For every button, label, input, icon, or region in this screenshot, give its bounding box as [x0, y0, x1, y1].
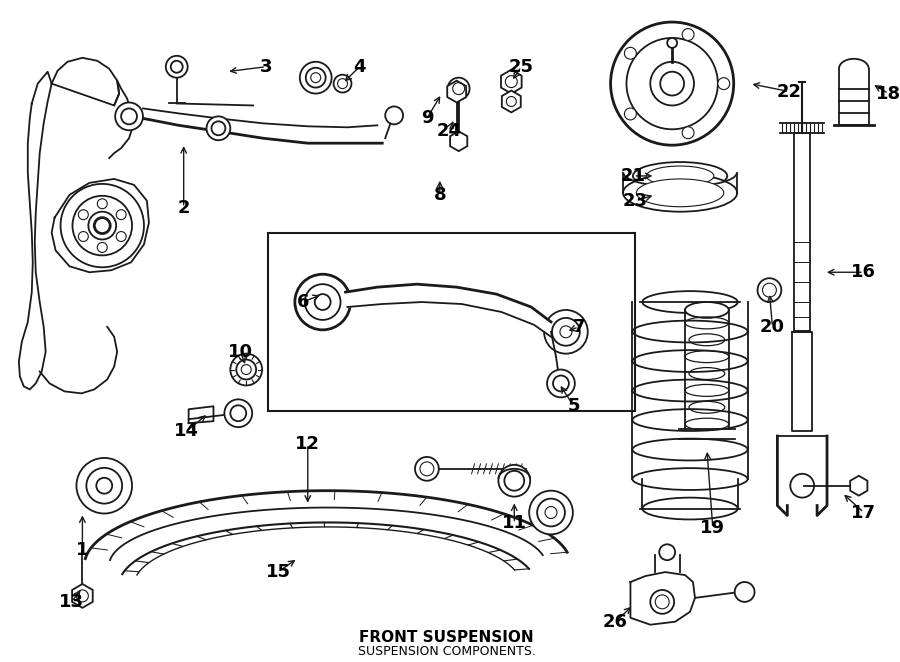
Circle shape — [76, 458, 132, 514]
Polygon shape — [189, 406, 213, 423]
Text: FRONT SUSPENSION: FRONT SUSPENSION — [359, 630, 534, 645]
Circle shape — [790, 474, 815, 498]
Text: 4: 4 — [353, 58, 365, 75]
Circle shape — [206, 117, 230, 140]
Text: 8: 8 — [434, 186, 446, 204]
Circle shape — [651, 590, 674, 614]
Circle shape — [385, 107, 403, 124]
Circle shape — [734, 582, 754, 602]
Circle shape — [78, 232, 88, 242]
Circle shape — [682, 126, 694, 138]
Circle shape — [499, 465, 530, 496]
Text: 18: 18 — [876, 85, 900, 103]
Ellipse shape — [623, 174, 737, 212]
Circle shape — [78, 210, 88, 220]
Ellipse shape — [646, 166, 714, 186]
Circle shape — [659, 544, 675, 560]
Ellipse shape — [633, 162, 727, 190]
Circle shape — [166, 56, 187, 77]
Polygon shape — [51, 58, 119, 105]
Text: 5: 5 — [568, 397, 580, 415]
Circle shape — [610, 22, 734, 145]
Circle shape — [625, 108, 636, 120]
Text: 22: 22 — [777, 83, 802, 101]
Text: 19: 19 — [700, 520, 725, 538]
Polygon shape — [19, 71, 51, 389]
Circle shape — [718, 77, 730, 89]
Text: 7: 7 — [572, 318, 585, 336]
Polygon shape — [86, 491, 567, 617]
Text: 12: 12 — [295, 435, 320, 453]
Text: 9: 9 — [420, 109, 433, 127]
Circle shape — [758, 278, 781, 302]
Text: 1: 1 — [76, 542, 89, 559]
Circle shape — [116, 210, 126, 220]
Circle shape — [115, 103, 143, 130]
Polygon shape — [792, 332, 812, 431]
Circle shape — [667, 38, 677, 48]
Text: 21: 21 — [621, 167, 646, 185]
Text: 23: 23 — [623, 192, 648, 210]
Ellipse shape — [685, 302, 729, 318]
Polygon shape — [143, 109, 382, 143]
Text: 10: 10 — [228, 343, 253, 361]
Text: SUSPENSION COMPONENTS.: SUSPENSION COMPONENTS. — [358, 645, 536, 658]
Text: 16: 16 — [851, 263, 877, 281]
Circle shape — [97, 242, 107, 252]
Polygon shape — [346, 284, 551, 337]
Text: 11: 11 — [502, 514, 526, 532]
Text: 20: 20 — [760, 318, 785, 336]
Text: 13: 13 — [59, 593, 84, 611]
Circle shape — [88, 212, 116, 240]
Bar — [268, 232, 635, 411]
Text: 17: 17 — [851, 504, 877, 522]
Text: 3: 3 — [260, 58, 273, 75]
Circle shape — [625, 47, 636, 59]
Circle shape — [547, 369, 575, 397]
Polygon shape — [795, 133, 810, 332]
Ellipse shape — [636, 179, 724, 207]
Circle shape — [682, 28, 694, 40]
Circle shape — [116, 232, 126, 242]
Circle shape — [224, 399, 252, 427]
Circle shape — [415, 457, 439, 481]
Circle shape — [60, 184, 144, 267]
Text: 26: 26 — [603, 613, 628, 631]
Circle shape — [300, 62, 331, 93]
Circle shape — [448, 77, 470, 99]
Polygon shape — [630, 572, 695, 625]
Circle shape — [295, 274, 350, 330]
Circle shape — [651, 62, 694, 105]
Circle shape — [544, 310, 588, 354]
Circle shape — [334, 75, 352, 93]
Circle shape — [97, 199, 107, 209]
Polygon shape — [51, 179, 149, 272]
Circle shape — [529, 491, 573, 534]
Text: 24: 24 — [436, 122, 462, 140]
Text: 14: 14 — [175, 422, 199, 440]
Text: 15: 15 — [266, 563, 291, 581]
Text: 2: 2 — [177, 199, 190, 216]
Circle shape — [230, 354, 262, 385]
Text: 25: 25 — [508, 58, 534, 75]
Text: 6: 6 — [297, 293, 309, 311]
